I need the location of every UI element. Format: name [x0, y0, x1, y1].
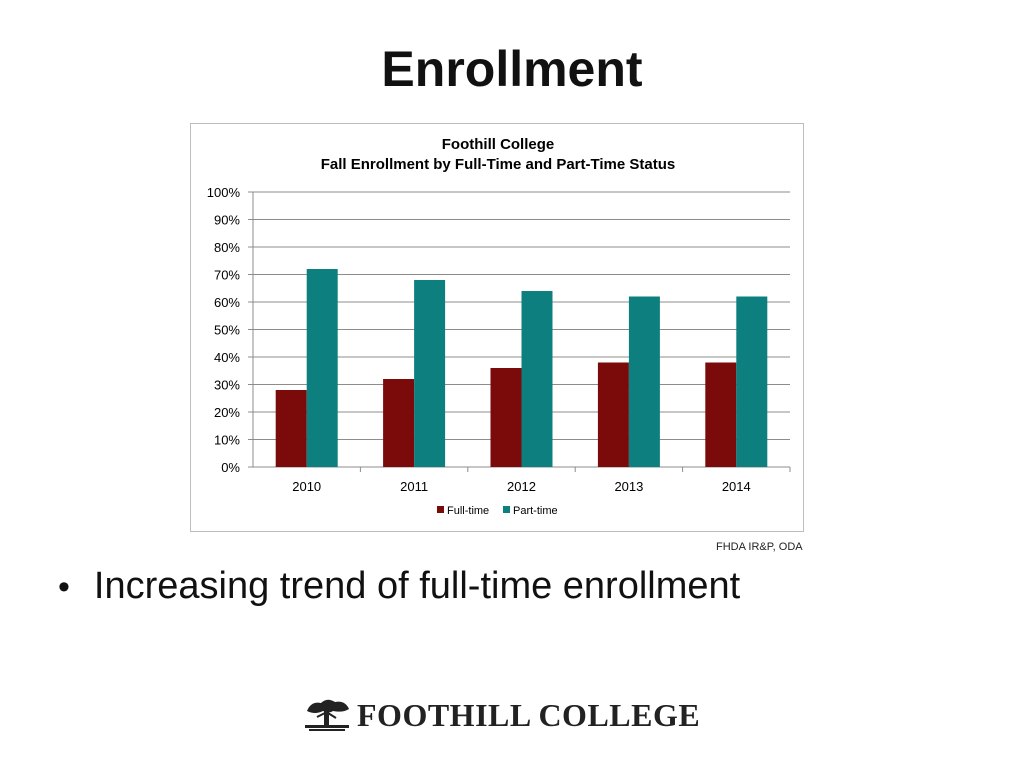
chart-title: Foothill College	[441, 136, 555, 153]
x-tick-label: 2010	[292, 479, 321, 494]
x-tick-label: 2012	[507, 479, 536, 494]
y-tick-label: 0%	[221, 460, 240, 475]
bar-part-time	[628, 296, 660, 467]
bullet-dot-icon: •	[58, 568, 70, 606]
y-tick-label: 80%	[214, 240, 240, 255]
legend-label: Full-time	[447, 505, 489, 517]
legend-swatch	[437, 506, 444, 513]
legend-swatch	[503, 506, 510, 513]
chart-frame: Foothill College Fall Enrollment by Full…	[190, 123, 804, 532]
legend-label: Part-time	[513, 505, 558, 517]
bar-full-time	[490, 368, 522, 467]
y-tick-label: 90%	[214, 213, 240, 228]
bullet-text: Increasing trend of full-time enrollment	[93, 565, 741, 607]
bar-full-time	[597, 362, 629, 467]
bar-chart: 0% 10% 20% 30% 40% 50% 60% 70% 80% 90% 100% 2010 201…	[207, 185, 791, 517]
bar-part-time	[736, 296, 768, 467]
x-tick-label: 2014	[722, 479, 751, 494]
bar-part-time	[414, 280, 446, 467]
y-tick-label: 70%	[214, 268, 240, 283]
oak-tree-icon	[305, 699, 349, 731]
y-tick-label: 60%	[214, 295, 240, 310]
bar-full-time	[383, 379, 415, 467]
y-tick-label: 100%	[207, 185, 241, 200]
x-tick-label: 2013	[614, 479, 643, 494]
x-tick-label: 2011	[400, 479, 428, 494]
chart-subtitle: Fall Enrollment by Full-Time and Part-Ti…	[320, 156, 676, 173]
bar-part-time	[521, 291, 553, 467]
y-tick-label: 10%	[214, 433, 240, 448]
y-tick-label: 50%	[214, 323, 240, 338]
foothill-college-logo: FOOTHILL COLLEGE	[303, 693, 700, 737]
logo-text: FOOTHILL COLLEGE	[357, 696, 701, 733]
bar-full-time	[705, 362, 737, 467]
bar-full-time	[275, 390, 307, 467]
slide-title: Enrollment	[381, 41, 643, 97]
source-note: FHDA IR&P, ODA	[716, 541, 803, 553]
y-tick-label: 30%	[214, 378, 240, 393]
bar-part-time	[306, 269, 338, 467]
y-tick-label: 40%	[214, 350, 240, 365]
bullet-point: • Increasing trend of full-time enrollme…	[58, 565, 740, 608]
y-tick-label: 20%	[214, 405, 240, 420]
